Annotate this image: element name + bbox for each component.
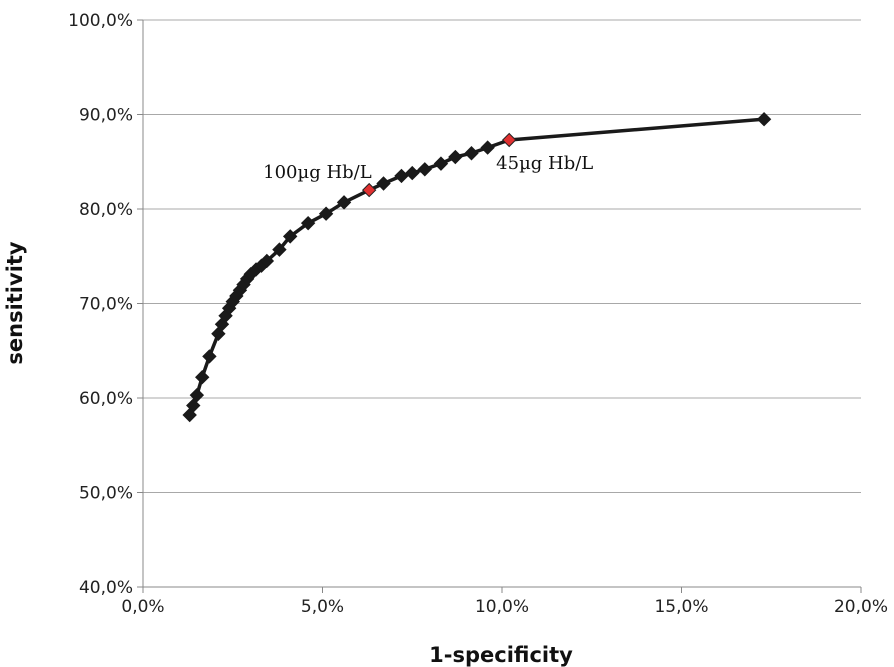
- data-point-0-30: [464, 146, 479, 161]
- annotations: 100µg Hb/L 45µg Hb/L: [263, 153, 593, 183]
- x-tick-label-4: 20,0%: [834, 597, 888, 617]
- data-point-0-2: [189, 387, 205, 403]
- data-point-0-29: [448, 149, 463, 165]
- x-tick-label-0: 0,0%: [121, 597, 164, 617]
- data-point-0-19: [282, 229, 298, 244]
- x-tick-label-1: 5,0%: [301, 597, 344, 617]
- series: [182, 112, 772, 423]
- data-point-0-27: [417, 162, 433, 177]
- gridlines: [143, 19, 861, 493]
- y-tick-label-0: 40,0%: [79, 578, 133, 598]
- data-point-0-1: [186, 398, 201, 413]
- x-axis-title: 1-specificity: [429, 643, 573, 667]
- tick-labels: 40,0% 50,0% 60,0% 70,0% 80,0% 90,0% 100,0% 0,0%…: [68, 11, 888, 617]
- data-point-0-3: [195, 370, 210, 385]
- data-point-0-25: [394, 168, 409, 184]
- axes: [137, 19, 862, 593]
- y-tick-label-1: 50,0%: [79, 484, 133, 504]
- x-tick-label-2: 10,0%: [475, 597, 529, 617]
- x-tick-label-3: 15,0%: [654, 597, 708, 617]
- data-point-0-20: [300, 215, 316, 231]
- data-point-0-31: [480, 140, 495, 155]
- data-point-0-23: [361, 182, 377, 198]
- data-point-0-32: [501, 132, 517, 148]
- data-point-0-28: [433, 156, 449, 171]
- data-point-0-24: [376, 176, 391, 191]
- y-tick-label-3: 70,0%: [79, 295, 133, 315]
- y-axis-title: sensitivity: [3, 241, 27, 365]
- data-point-0-33: [756, 112, 772, 127]
- y-tick-label-2: 60,0%: [79, 389, 133, 409]
- y-tick-label-4: 80,0%: [79, 200, 133, 220]
- data-point-0-21: [318, 206, 334, 221]
- data-point-0-17: [259, 253, 275, 269]
- data-point-0-26: [405, 165, 420, 181]
- annotation-label-0: 100µg Hb/L: [263, 162, 372, 183]
- data-point-0-18: [272, 242, 287, 257]
- annotation-label-1: 45µg Hb/L: [496, 153, 593, 174]
- data-point-0-4: [202, 349, 217, 364]
- y-tick-label-6: 100,0%: [68, 11, 133, 31]
- y-tick-label-5: 90,0%: [79, 106, 133, 126]
- data-point-0-22: [336, 195, 352, 210]
